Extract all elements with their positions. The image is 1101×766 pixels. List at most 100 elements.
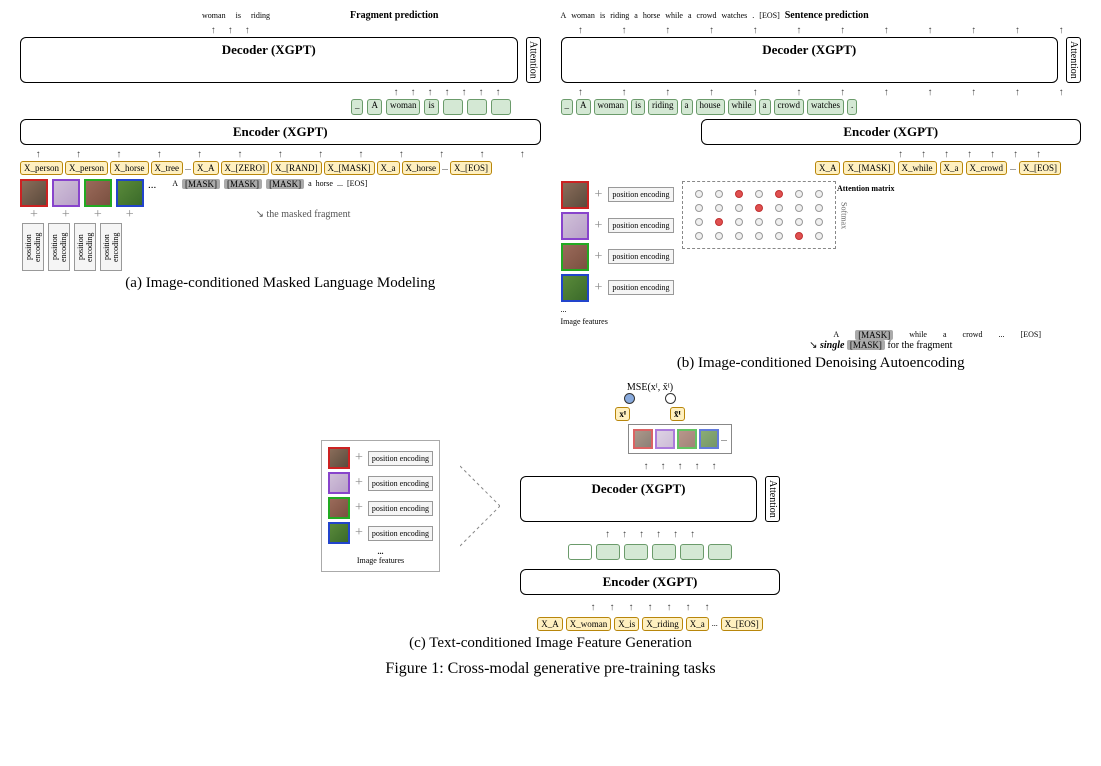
panel-c-caption: (c) Text-conditioned Image Feature Gener… [20,635,1081,652]
image-tile [20,179,48,207]
dec-in: is [631,99,645,115]
arrow-icon [228,21,233,37]
enc-token: X_crowd [966,161,1008,175]
attn-cell [795,190,803,198]
dec-in: _ [351,99,364,115]
attn-cell [755,218,763,226]
panel-b-caption: (b) Image-conditioned Denoising Autoenco… [561,355,1082,372]
pos-enc: position encoding [608,249,673,264]
out-word: a [634,11,638,20]
pos-enc: position encoding [74,223,96,271]
ellipsis: ... [999,330,1005,339]
mse-label: MSE(xᴵ, x̃ᴵ) [624,382,676,393]
mask-token: [MASK] [266,179,304,189]
attn-cell [795,218,803,226]
attn-cell [755,204,763,212]
raw-token: [EOS] [347,179,367,188]
dec-in [596,544,620,560]
mask-token: [MASK] [182,179,220,189]
ellipsis: ... [442,163,448,172]
recon-tile [633,429,653,449]
enc-token: X_[EOS] [721,617,763,631]
attn-cell [775,232,783,240]
ellipsis: ... [148,179,156,191]
dec-in: watches [807,99,844,115]
out-word: woman [202,11,226,20]
decoder-block: Decoder (XGPT) [20,37,518,83]
out-word: riding [251,11,270,20]
image-tile [84,179,112,207]
plus-icon: + [595,280,603,296]
out-word: woman [571,11,595,20]
recon-tile [699,429,719,449]
encoder-block: Encoder (XGPT) [520,569,780,595]
out-word: a [688,11,692,20]
ellipsis: ... [377,547,383,556]
enc-token: X_tree [151,161,184,175]
encoder-block: Encoder (XGPT) [701,119,1082,145]
pos-enc: position encoding [22,223,44,271]
image-tile [52,179,80,207]
attn-cell [795,232,803,240]
dec-in: crowd [774,99,805,115]
dec-in [443,99,463,115]
attn-cell [735,218,743,226]
dec-in: a [681,99,693,115]
arrow-icon [211,21,216,37]
pos-enc: position encoding [368,476,433,491]
enc-token: X_is [614,617,639,631]
enc-token: X_[ZERO] [221,161,270,175]
enc-token: X_riding [642,617,683,631]
enc-token: X_horse [402,161,441,175]
raw-token: a [308,179,312,188]
attn-cell [695,204,703,212]
attention-matrix [695,190,823,240]
image-tile [328,472,350,494]
image-tile [561,243,589,271]
out-word: horse [643,11,660,20]
mask-token: [MASK] [224,179,262,189]
dec-in [708,544,732,560]
attn-cell [815,218,823,226]
mse-node-empty [665,393,676,404]
out-word: riding [610,11,629,20]
plus-icon: + [355,525,363,541]
mse-node-filled [624,393,635,404]
attn-cell [775,190,783,198]
attn-cell [735,190,743,198]
pos-enc: position encoding [608,280,673,295]
attn-cell [695,218,703,226]
plus-icon: + [595,187,603,203]
dec-in: A [367,99,382,115]
figure-caption: Figure 1: Cross-modal generative pre-tra… [20,660,1081,678]
enc-token: X_a [940,161,963,175]
plus-icon: + [355,500,363,516]
attn-cell [735,204,743,212]
enc-token: X_A [537,617,563,631]
raw-token: a [943,330,947,339]
dec-in: while [728,99,756,115]
plus-icon: + [595,218,603,234]
plus-icon: + [355,475,363,491]
panel-c: +position encoding +position encoding +p… [20,382,1081,631]
panel-b: A woman is riding a horse while a crowd … [561,10,1082,372]
raw-token: horse [316,179,333,188]
dec-in [491,99,511,115]
masked-note: the masked fragment [267,209,351,220]
mask-note: single [820,340,844,351]
mask-note-token: [MASK] [847,340,885,350]
plus-icon: + [94,207,102,223]
dec-in [652,544,676,560]
enc-token: X_a [686,617,709,631]
attention-label: Attention [765,476,780,522]
attn-cell [815,232,823,240]
attn-cell [775,204,783,212]
dec-in [624,544,648,560]
out-word: A [561,11,567,20]
enc-token: X_woman [566,617,612,631]
out-word: is [236,11,241,20]
ellipsis: ... [337,179,343,188]
enc-token: X_horse [110,161,149,175]
out-word: watches [722,11,748,20]
out-word: [EOS] [759,11,779,20]
